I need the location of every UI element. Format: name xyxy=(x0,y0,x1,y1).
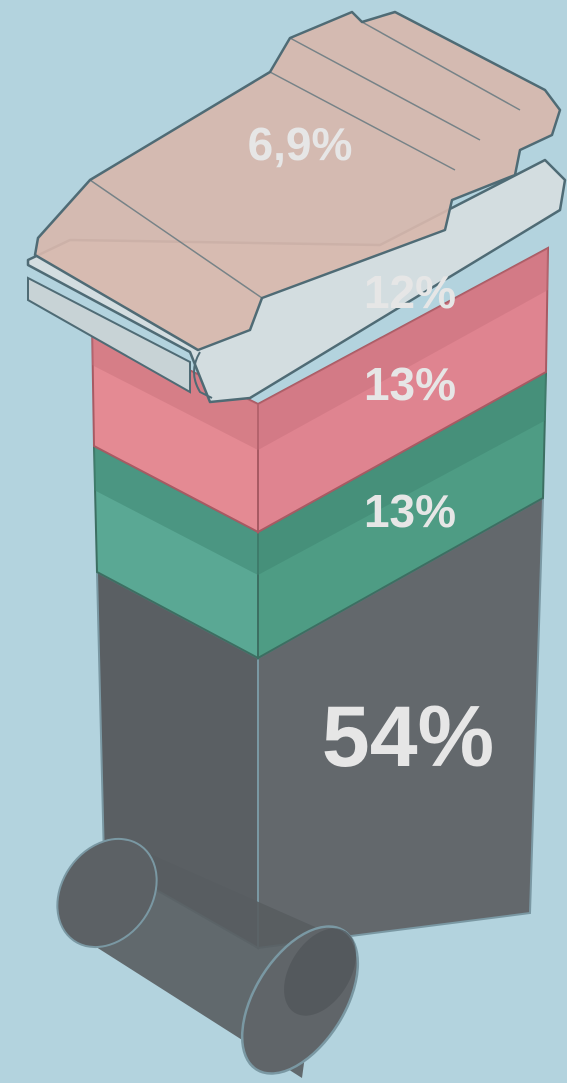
segment-12 xyxy=(90,246,550,534)
label-6-9: 6,9% xyxy=(248,118,353,170)
wheel-back-rim xyxy=(56,837,158,949)
label-13a: 13% xyxy=(364,358,456,410)
wheel xyxy=(56,837,360,1078)
label-12: 12% xyxy=(364,266,456,318)
label-13b: 13% xyxy=(364,485,456,537)
segment-12-right-face xyxy=(257,246,550,534)
segment-13a-shade xyxy=(94,372,546,575)
segment-6-9-lid xyxy=(26,10,567,404)
label-54: 54% xyxy=(322,689,494,785)
